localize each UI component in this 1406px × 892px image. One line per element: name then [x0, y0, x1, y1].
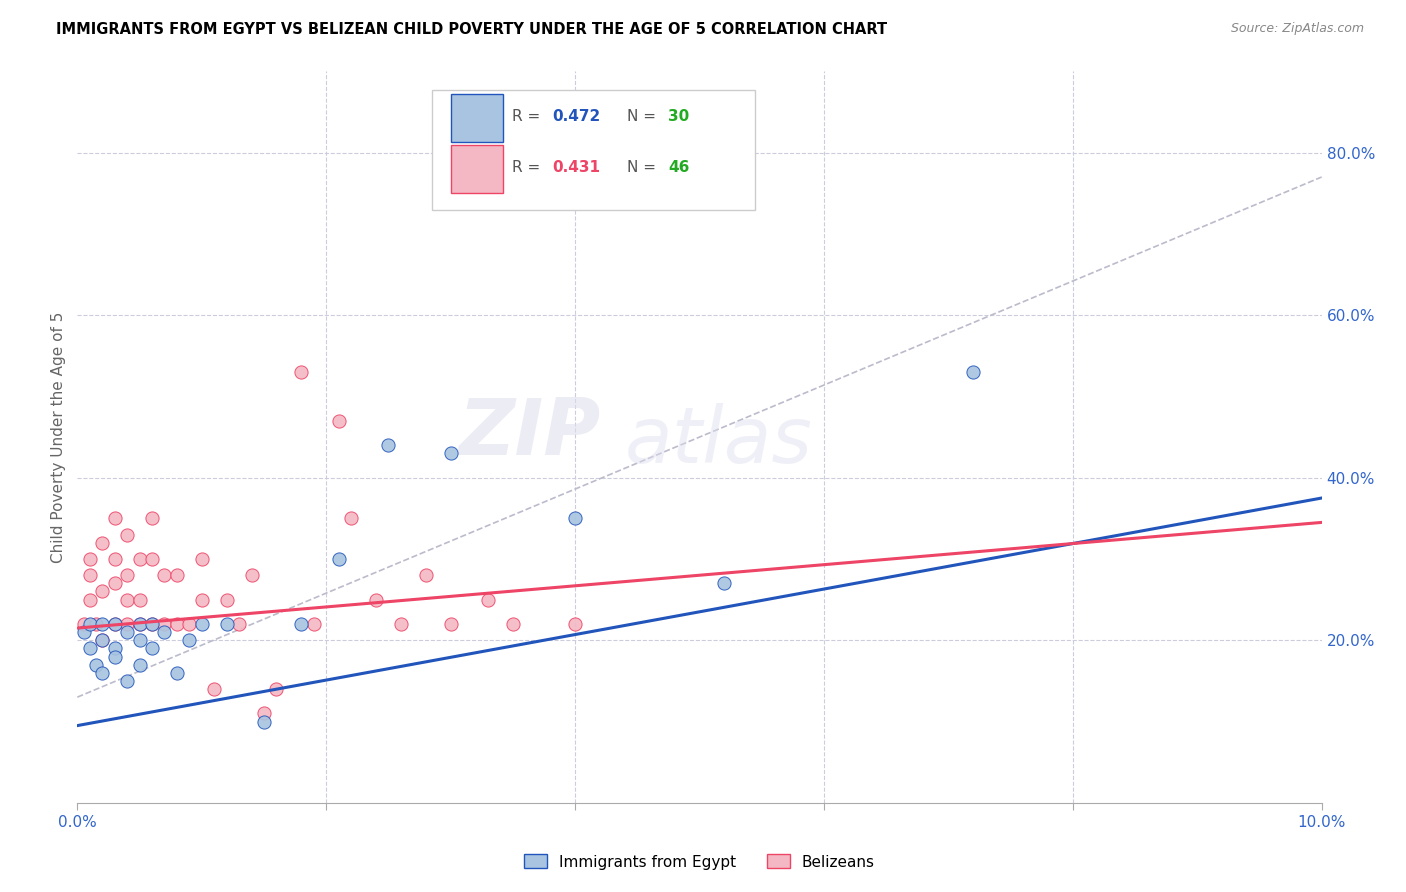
Point [179, 633, 201, 648]
Point [440, 617, 463, 632]
Point [215, 592, 238, 607]
Point [153, 617, 176, 632]
Text: N =: N = [627, 109, 661, 124]
Text: Source: ZipAtlas.com: Source: ZipAtlas.com [1230, 22, 1364, 36]
Point [91, 665, 114, 680]
Point [141, 552, 163, 566]
Text: N =: N = [627, 160, 661, 175]
Point [91, 584, 114, 599]
Point [79, 552, 101, 566]
Point [104, 641, 127, 656]
Text: R =: R = [512, 109, 544, 124]
Point [253, 706, 276, 721]
FancyBboxPatch shape [432, 90, 755, 211]
Point [191, 592, 214, 607]
Text: ZIP: ZIP [458, 395, 600, 472]
Point [302, 617, 325, 632]
FancyBboxPatch shape [451, 145, 503, 193]
Point [128, 617, 150, 632]
Point [191, 617, 214, 632]
Point [141, 617, 163, 632]
Point [166, 568, 188, 582]
Text: 46: 46 [668, 160, 690, 175]
Point [91, 617, 114, 632]
Point [377, 438, 399, 452]
Text: IMMIGRANTS FROM EGYPT VS BELIZEAN CHILD POVERTY UNDER THE AGE OF 5 CORRELATION C: IMMIGRANTS FROM EGYPT VS BELIZEAN CHILD … [56, 22, 887, 37]
Point [564, 617, 586, 632]
Point [115, 673, 138, 688]
Point [962, 365, 984, 379]
Point [266, 681, 288, 696]
Point [166, 665, 188, 680]
Point [713, 576, 735, 591]
Point [115, 568, 138, 582]
Point [104, 617, 127, 632]
Text: 0.431: 0.431 [553, 160, 600, 175]
Point [215, 617, 238, 632]
Point [91, 633, 114, 648]
Text: 0.472: 0.472 [553, 109, 600, 124]
Point [84, 617, 107, 632]
Point [128, 552, 150, 566]
Point [191, 552, 214, 566]
Point [440, 446, 463, 460]
Point [91, 633, 114, 648]
Point [328, 552, 350, 566]
Point [364, 592, 387, 607]
Point [564, 511, 586, 525]
Point [389, 617, 412, 632]
Point [415, 568, 437, 582]
Point [153, 568, 176, 582]
Point [128, 617, 150, 632]
Point [104, 511, 127, 525]
Point [115, 592, 138, 607]
Point [72, 617, 94, 632]
Legend: Immigrants from Egypt, Belizeans: Immigrants from Egypt, Belizeans [517, 848, 882, 876]
Point [72, 625, 94, 640]
Point [128, 633, 150, 648]
Point [79, 592, 101, 607]
Point [115, 617, 138, 632]
Point [115, 625, 138, 640]
Point [104, 617, 127, 632]
Text: R =: R = [512, 160, 544, 175]
Point [115, 527, 138, 541]
Point [141, 511, 163, 525]
Y-axis label: Child Poverty Under the Age of 5: Child Poverty Under the Age of 5 [51, 311, 66, 563]
Point [128, 592, 150, 607]
Text: atlas: atlas [624, 402, 813, 479]
Point [91, 535, 114, 549]
Point [253, 714, 276, 729]
Point [79, 617, 101, 632]
Point [79, 641, 101, 656]
Point [104, 649, 127, 664]
Point [290, 365, 312, 379]
Point [202, 681, 225, 696]
Point [179, 617, 201, 632]
Point [104, 552, 127, 566]
Point [141, 641, 163, 656]
Text: 30: 30 [668, 109, 689, 124]
FancyBboxPatch shape [451, 95, 503, 142]
Point [84, 657, 107, 672]
Point [240, 568, 263, 582]
Point [477, 592, 499, 607]
Point [340, 511, 363, 525]
Point [153, 625, 176, 640]
Point [502, 617, 524, 632]
Point [128, 657, 150, 672]
Point [166, 617, 188, 632]
Point [228, 617, 250, 632]
Point [290, 617, 312, 632]
Point [141, 617, 163, 632]
Point [104, 576, 127, 591]
Point [79, 568, 101, 582]
Point [328, 414, 350, 428]
